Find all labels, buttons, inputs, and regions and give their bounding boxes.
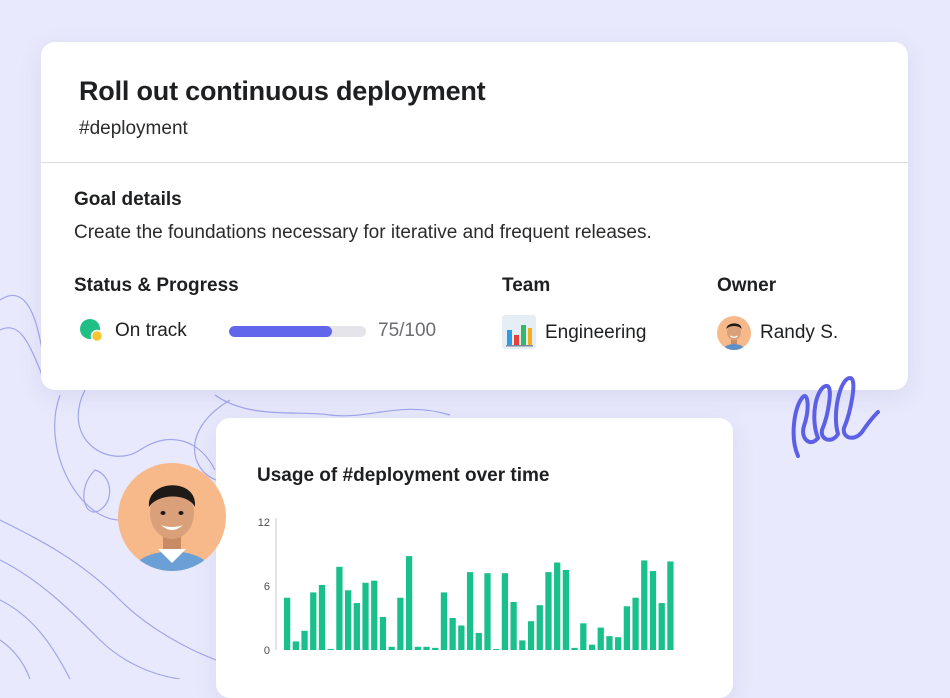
chart-bar [310,592,317,650]
chart-bar [562,570,570,650]
chart-bar [501,573,509,650]
chart-bar [432,647,439,650]
chart-bar [632,597,639,650]
owner-avatar[interactable] [717,316,751,350]
team-name[interactable]: Engineering [545,322,647,343]
team-heading: Team [502,275,551,296]
owner-name[interactable]: Randy S. [760,322,839,343]
chart-bar [623,606,630,650]
on-track-status-icon [80,319,102,341]
usage-chart-card: Usage of #deployment over time 0 6 12 [216,418,733,698]
chart-bar [327,648,334,650]
chart-bar [466,572,474,650]
goal-title: Roll out continuous deployment [79,76,486,106]
goal-details-heading: Goal details [74,189,182,210]
topographic-background [0,294,451,679]
chart-bar [397,597,404,650]
goal-tag[interactable]: #deployment [79,118,188,139]
chart-bar [649,571,657,650]
chart-bar [519,640,526,650]
chart-bar [641,560,648,650]
chart-bar [588,644,596,650]
chart-bar [336,566,343,650]
chart-bar [527,621,535,650]
chart-bar [606,636,613,650]
chart-bar [379,616,387,650]
chart-bar [475,632,482,650]
status-progress-heading: Status & Progress [74,275,239,296]
chart-bar [571,647,578,650]
chart-bar [615,637,622,650]
chart-bar [658,603,665,650]
progress-bar [229,326,366,337]
goal-description: Create the foundations necessary for ite… [74,222,652,243]
usage-bar-chart: 0 6 12 [258,517,674,657]
owner-heading: Owner [717,275,777,296]
chart-bar [545,572,552,650]
chart-bar [667,561,674,650]
goal-card: Roll out continuous deployment #deployme… [41,42,908,390]
chart-bar [371,580,378,650]
progress-bar-fill [229,326,332,337]
chart-bar [318,584,326,650]
y-tick-label: 12 [258,517,270,529]
chart-bar [484,573,491,650]
chart-bar [301,630,308,650]
scribble-decoration [791,375,880,458]
chart-bar [536,605,543,650]
y-tick-label: 6 [264,581,270,593]
y-tick-label: 0 [264,645,270,657]
chart-bar [440,592,448,650]
user-avatar [118,463,226,571]
chart-bar [353,603,360,650]
chart-bar [344,590,352,650]
chart-bar [388,646,395,650]
chart-bar [580,623,587,650]
chart-title: Usage of #deployment over time [257,465,550,486]
chart-bar [449,618,456,650]
chart-bar [292,641,299,650]
chart-bar [493,649,500,650]
chart-bar [423,646,430,650]
chart-bar [284,597,291,650]
progress-text: 75/100 [378,320,437,341]
chart-bar [362,582,369,650]
chart-bar [597,627,604,650]
status-label[interactable]: On track [115,320,187,341]
chart-bar [510,602,517,650]
chart-bar [405,556,413,650]
divider [41,162,908,163]
chart-bar [414,646,421,650]
chart-bar [458,625,465,650]
chart-bar [554,562,561,650]
bar-chart-icon [502,315,536,349]
